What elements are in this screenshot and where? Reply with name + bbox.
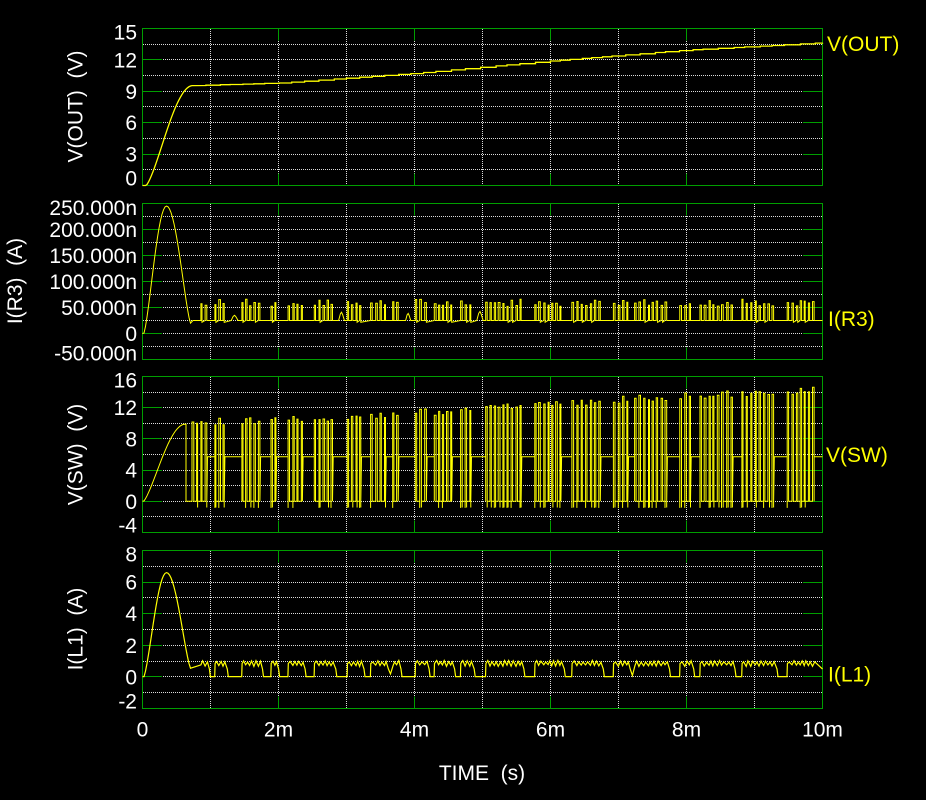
svg-text:-4: -4	[118, 515, 137, 538]
svg-text:12: 12	[114, 397, 137, 420]
svg-text:16: 16	[114, 370, 137, 393]
svg-text:0: 0	[125, 168, 137, 191]
svg-text:I(R3) (A): I(R3) (A)	[4, 238, 27, 324]
svg-text:6: 6	[125, 112, 137, 135]
svg-text:50.000n: 50.000n	[61, 297, 137, 320]
svg-text:I(R3): I(R3)	[828, 308, 875, 331]
svg-text:8: 8	[125, 428, 137, 451]
svg-text:I(L1) (A): I(L1) (A)	[65, 588, 88, 671]
svg-text:0: 0	[137, 719, 149, 742]
svg-text:0: 0	[125, 323, 137, 346]
svg-text:100.000n: 100.000n	[49, 271, 137, 294]
svg-text:4m: 4m	[400, 719, 429, 742]
svg-text:3: 3	[125, 144, 137, 167]
svg-text:6: 6	[125, 572, 137, 595]
svg-text:200.000n: 200.000n	[49, 219, 137, 242]
svg-text:I(L1): I(L1)	[828, 664, 871, 687]
svg-text:2: 2	[125, 635, 137, 658]
svg-text:V(SW): V(SW)	[826, 444, 888, 467]
svg-text:150.000n: 150.000n	[49, 245, 137, 268]
svg-text:15: 15	[114, 22, 137, 45]
svg-text:8: 8	[125, 544, 137, 567]
svg-text:-50.000n: -50.000n	[54, 343, 137, 366]
svg-text:TIME (s): TIME (s)	[439, 762, 525, 785]
svg-text:6m: 6m	[536, 719, 565, 742]
svg-text:8m: 8m	[672, 719, 701, 742]
svg-text:12: 12	[114, 49, 137, 72]
svg-text:0: 0	[125, 666, 137, 689]
svg-text:10m: 10m	[802, 719, 843, 742]
svg-text:250.000n: 250.000n	[49, 197, 137, 220]
svg-text:9: 9	[125, 81, 137, 104]
svg-text:4: 4	[125, 460, 137, 483]
svg-text:V(OUT) (V): V(OUT) (V)	[65, 51, 88, 163]
svg-text:V(OUT): V(OUT)	[827, 33, 899, 56]
svg-text:2m: 2m	[264, 719, 293, 742]
svg-text:4: 4	[125, 603, 137, 626]
svg-text:-2: -2	[118, 691, 137, 714]
svg-text:0: 0	[125, 491, 137, 514]
svg-text:V(SW) (V): V(SW) (V)	[65, 404, 88, 505]
